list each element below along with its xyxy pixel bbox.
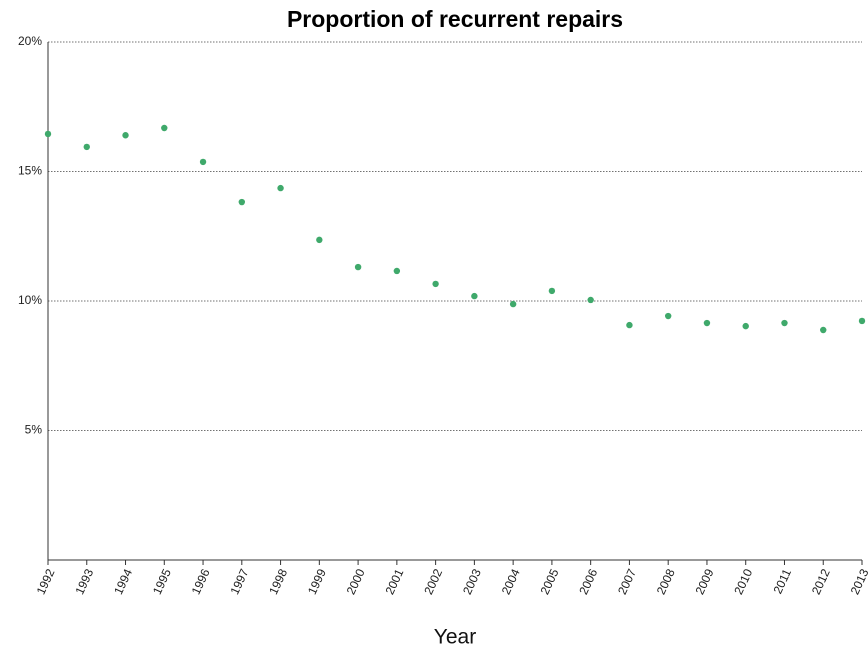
x-tick-label: 1994	[111, 566, 135, 596]
point	[471, 292, 478, 300]
y-tick-label: 20%	[18, 34, 42, 48]
x-tick-label: 2012	[809, 566, 833, 596]
point	[161, 124, 168, 132]
point	[626, 321, 633, 329]
x-tick-label: 2008	[654, 566, 678, 596]
point	[199, 158, 207, 166]
point	[238, 198, 246, 206]
x-tick-label: 2004	[499, 566, 523, 596]
point	[742, 322, 749, 330]
point	[83, 143, 90, 151]
x-tick-label: 2011	[770, 566, 794, 596]
y-tick-label: 10%	[18, 293, 42, 307]
x-tick-label: 2013	[848, 566, 868, 596]
point	[703, 319, 711, 327]
x-tick-label: 2002	[421, 566, 445, 596]
point	[393, 267, 401, 275]
point	[316, 236, 323, 244]
point	[548, 287, 556, 295]
point	[509, 300, 517, 308]
chart-title: Proportion of recurrent repairs	[287, 6, 623, 32]
x-axis-label: Year	[434, 626, 476, 649]
x-tick-label: 2009	[693, 566, 717, 596]
x-tick-label: 2005	[538, 566, 562, 596]
x-tick-label: 2007	[615, 566, 639, 596]
y-tick-label: 5%	[25, 423, 43, 437]
x-tick-label: 1997	[227, 566, 251, 596]
point	[432, 280, 439, 288]
point	[781, 319, 788, 327]
y-tick-label: 15%	[18, 164, 42, 178]
x-tick-label: 1995	[150, 566, 174, 596]
x-tick-label: 1999	[305, 566, 329, 596]
x-tick-label: 1996	[189, 566, 213, 596]
point	[587, 296, 594, 304]
point	[820, 326, 827, 334]
point	[122, 132, 129, 139]
x-tick-label: 2010	[731, 566, 755, 596]
point	[277, 184, 284, 192]
x-tick-label: 2000	[344, 566, 368, 596]
x-tick-label: 1998	[266, 566, 290, 596]
point	[44, 130, 52, 138]
x-tick-label: 2003	[460, 566, 484, 596]
x-tick-label: 2006	[576, 566, 600, 596]
x-tick-label: 1992	[34, 566, 58, 596]
x-tick-label: 1993	[72, 566, 96, 596]
point	[354, 263, 362, 271]
point	[858, 317, 866, 325]
x-tick-label: 2001	[382, 566, 406, 596]
point	[664, 312, 672, 320]
